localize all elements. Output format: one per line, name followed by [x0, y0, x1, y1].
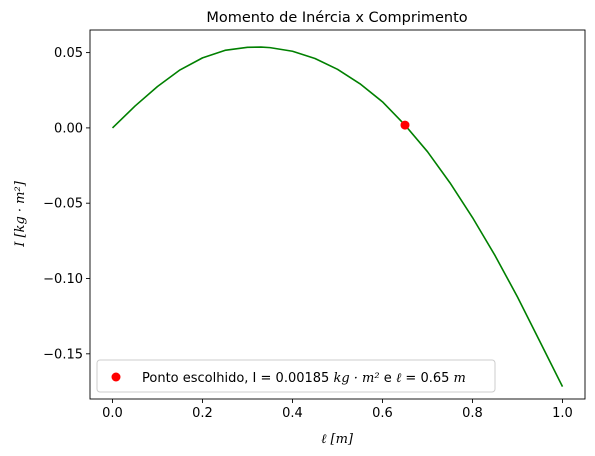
legend: Ponto escolhido, I = 0.00185 kg · m² e ℓ…	[96, 359, 496, 393]
y-tick-label: 0.00	[54, 121, 83, 136]
series-layer	[111, 46, 564, 388]
series-line-0	[111, 46, 564, 388]
x-axis-ticks: 0.0 0.2 0.4 0.6 0.8 1.0	[102, 399, 573, 421]
chart-title: Momento de Inércia x Comprimento	[206, 10, 467, 26]
x-tick-label: 0.2	[192, 406, 213, 421]
legend-entry: Ponto escolhido, I = 0.00185 kg · m² e ℓ…	[142, 371, 466, 386]
y-tick-label: 0.05	[54, 46, 83, 61]
legend-box	[96, 359, 496, 393]
legend-marker	[111, 372, 121, 382]
plot-area	[89, 29, 586, 400]
y-tick-label: −0.10	[43, 272, 83, 287]
point-layer	[400, 120, 410, 130]
y-axis-label: I [kg · m²]	[13, 180, 28, 247]
x-tick-label: 0.4	[282, 406, 303, 421]
x-tick-label: 1.0	[552, 406, 573, 421]
x-tick-label: 0.6	[372, 406, 393, 421]
chosen-point	[400, 120, 410, 130]
y-axis-ticks: 0.05 0.00 −0.05 −0.10 −0.15	[43, 46, 90, 362]
y-tick-label: −0.05	[43, 197, 83, 212]
x-tick-label: 0.8	[462, 406, 483, 421]
y-tick-label: −0.15	[43, 347, 83, 362]
x-tick-label: 0.0	[102, 406, 123, 421]
x-axis-label: ℓ [m]	[321, 432, 354, 447]
axes-frame	[89, 29, 586, 400]
